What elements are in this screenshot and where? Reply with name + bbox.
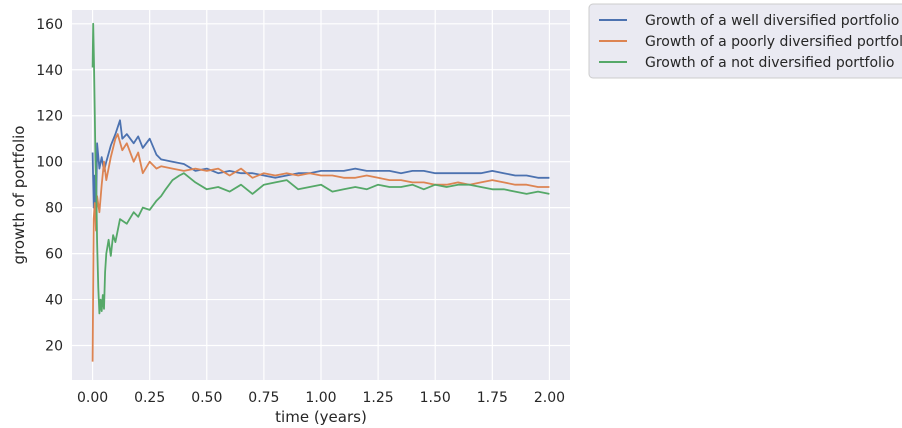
series-lines	[91, 22, 550, 362]
y-tick-label: 140	[36, 63, 63, 79]
y-tick-label: 20	[45, 339, 63, 355]
y-axis-label: growth of portfolio	[10, 126, 28, 265]
y-tick-label: 120	[36, 109, 63, 125]
y-tick-label: 40	[45, 293, 63, 309]
series-line-3	[91, 22, 550, 315]
x-tick-label: 1.50	[420, 390, 451, 406]
x-tick-label: 1.25	[363, 390, 394, 406]
legend-box	[588, 3, 902, 79]
legend-label-3: Growth of a not diversified portfolio	[645, 55, 894, 71]
x-tick-label: 1.75	[477, 390, 508, 406]
y-tick-labels: 20 40 60 80 100 120 140 160	[36, 17, 63, 355]
x-tick-label: 1.00	[305, 390, 336, 406]
x-tick-label: 0.75	[248, 390, 279, 406]
legend-label-1: Growth of a well diversified portfolio	[645, 13, 899, 29]
x-axis-label: time (years)	[275, 408, 367, 426]
y-tick-label: 80	[45, 201, 63, 217]
legend: Growth of a well diversified portfolio Gr…	[588, 3, 902, 79]
y-tick-label: 60	[45, 247, 63, 263]
y-tick-label: 160	[36, 17, 63, 33]
x-tick-label: 2.00	[534, 390, 565, 406]
grid-lines	[72, 10, 570, 380]
x-tick-labels: 0.00 0.25 0.50 0.75 1.00 1.25 1.50 1.75 2.00	[77, 390, 565, 406]
x-tick-label: 0.50	[191, 390, 222, 406]
y-tick-label: 100	[36, 155, 63, 171]
series-line-2	[91, 133, 550, 362]
x-tick-label: 0.25	[134, 390, 165, 406]
legend-label-2: Growth of a poorly diversified portfolio	[645, 34, 902, 50]
x-tick-label: 0.00	[77, 390, 108, 406]
